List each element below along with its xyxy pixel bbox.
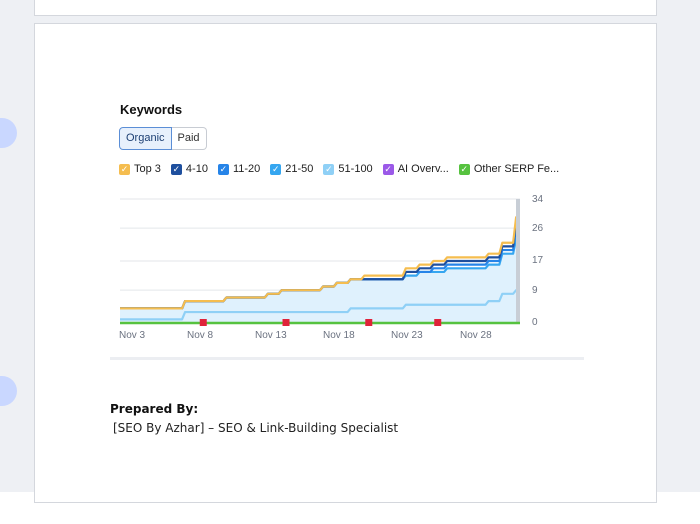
checkbox-icon: ✓ xyxy=(323,163,335,175)
x-tick-label: Nov 8 xyxy=(187,330,214,341)
organic-paid-toggle: Organic Paid xyxy=(119,127,207,150)
legend-label: 21-50 xyxy=(285,163,314,175)
series-line-51-100 xyxy=(120,289,520,321)
tab-organic[interactable]: Organic xyxy=(119,127,172,150)
legend-label: AI Overv... xyxy=(397,163,449,175)
event-marker xyxy=(365,319,373,326)
previous-page-card xyxy=(34,0,657,16)
chart-legend: ✓ Top 3 ✓ 4-10 ✓ 11-20 ✓ 21-50 ✓ 51-100 ✓ AI O… xyxy=(119,163,559,175)
checkbox-icon: ✓ xyxy=(217,163,229,175)
y-tick-label: 0 xyxy=(532,317,538,328)
legend-label: Other SERP Fe... xyxy=(473,163,560,175)
side-panel-tab[interactable] xyxy=(0,376,17,406)
keywords-chart xyxy=(120,198,520,326)
legend-item-4-10[interactable]: ✓ 4-10 xyxy=(170,163,208,175)
latest-value-bar xyxy=(516,199,520,323)
checkbox-icon: ✓ xyxy=(458,163,470,175)
y-tick-label: 34 xyxy=(532,194,544,205)
legend-label: 4-10 xyxy=(185,163,208,175)
x-tick-label: Nov 18 xyxy=(323,330,355,341)
x-tick-label: Nov 23 xyxy=(391,330,423,341)
keywords-title: Keywords xyxy=(120,102,183,117)
y-tick-label: 17 xyxy=(532,255,544,266)
author-line: [SEO By Azhar] – SEO & Link-Building Spe… xyxy=(113,421,399,435)
checkbox-icon: ✓ xyxy=(382,163,394,175)
legend-label: 11-20 xyxy=(232,163,261,175)
y-tick-label: 26 xyxy=(532,223,544,234)
report-page-card xyxy=(34,23,657,503)
checkbox-icon: ✓ xyxy=(119,163,130,175)
legend-item-other-serp[interactable]: ✓ Other SERP Fe... xyxy=(458,163,560,175)
legend-item-top3[interactable]: ✓ Top 3 xyxy=(119,163,161,175)
event-marker xyxy=(199,319,207,326)
legend-label: Top 3 xyxy=(134,163,161,175)
x-tick-label: Nov 13 xyxy=(255,330,287,341)
x-tick-label: Nov 28 xyxy=(460,330,492,341)
legend-item-51-100[interactable]: ✓ 51-100 xyxy=(323,163,373,175)
legend-label: 51-100 xyxy=(338,163,373,175)
checkbox-icon: ✓ xyxy=(170,163,182,175)
section-divider xyxy=(110,357,584,360)
legend-item-11-20[interactable]: ✓ 11-20 xyxy=(217,163,261,175)
y-tick-label: 9 xyxy=(532,285,538,296)
legend-item-21-50[interactable]: ✓ 21-50 xyxy=(270,163,313,175)
series-line-top-3 xyxy=(120,216,520,310)
event-marker xyxy=(434,319,442,326)
tab-paid[interactable]: Paid xyxy=(171,127,207,150)
x-tick-label: Nov 3 xyxy=(119,330,146,341)
legend-item-ai-overview[interactable]: ✓ AI Overv... xyxy=(382,163,449,175)
prepared-by-label: Prepared By: xyxy=(110,402,199,416)
checkbox-icon: ✓ xyxy=(270,163,282,175)
side-panel-tab[interactable] xyxy=(0,118,17,148)
event-marker xyxy=(282,319,290,326)
series-area-21-50 xyxy=(120,239,520,323)
